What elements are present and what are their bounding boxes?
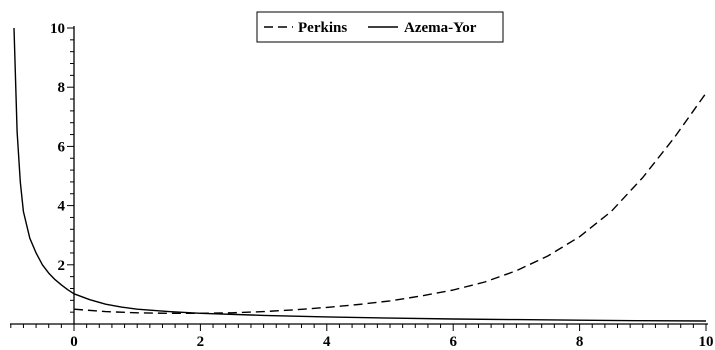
x-tick-label: 10	[699, 334, 714, 350]
legend-entry-label: Perkins	[298, 20, 347, 36]
y-tick-label: 10	[50, 21, 65, 37]
x-tick-label: 0	[70, 334, 78, 350]
legend-box	[256, 11, 504, 43]
legend: Perkins Azema-Yor	[256, 11, 504, 43]
x-tick-label: 4	[323, 334, 331, 350]
y-tick-label: 2	[58, 258, 66, 274]
x-tick-label: 8	[576, 334, 584, 350]
y-tick-label: 4	[58, 199, 66, 215]
series-lines	[13, 27, 707, 322]
x-tick-label: 6	[449, 334, 457, 350]
legend-entry-label: Azema-Yor	[404, 20, 477, 36]
axes: 0 2 4 6 8 10 2 4 6 8 10	[10, 21, 714, 350]
series-line-azema-yor	[13, 27, 707, 322]
y-tick-label: 8	[58, 80, 66, 96]
y-tick-label: 6	[58, 139, 66, 155]
series-line-perkins	[73, 92, 707, 314]
x-tick-label: 2	[197, 334, 205, 350]
